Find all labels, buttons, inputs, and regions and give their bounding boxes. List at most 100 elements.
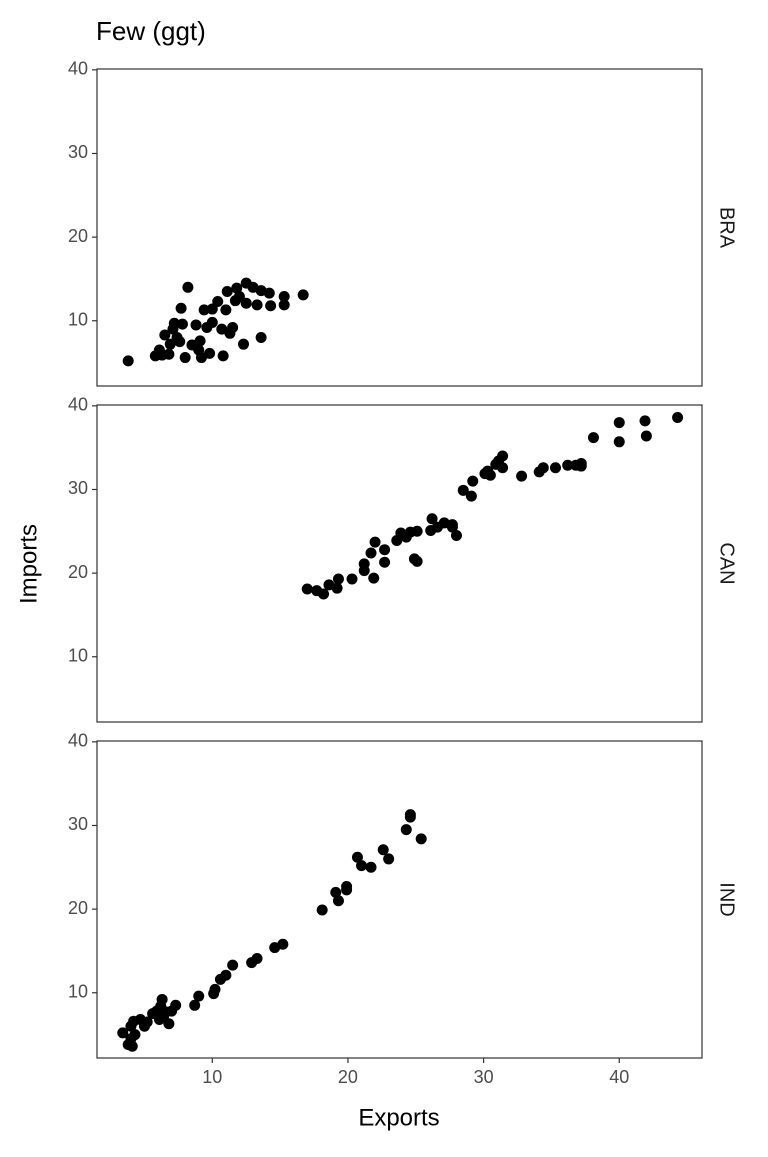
point [217, 350, 229, 362]
y-tick-label: 40 [68, 59, 88, 79]
y-tick-label: 20 [68, 226, 88, 246]
point [209, 983, 221, 995]
strip-label: CAN [716, 542, 738, 584]
point [562, 459, 574, 471]
point [318, 588, 330, 600]
point [497, 462, 509, 474]
point [672, 412, 684, 424]
point [465, 490, 477, 502]
point [330, 886, 342, 898]
point [368, 572, 380, 584]
point [176, 318, 188, 330]
point [163, 348, 175, 360]
point [332, 895, 344, 907]
point [233, 291, 245, 303]
y-tick-label: 30 [68, 142, 88, 162]
point [537, 462, 549, 474]
point [497, 450, 509, 462]
strip-label: BRA [716, 207, 738, 249]
point [193, 990, 205, 1002]
point [182, 281, 194, 293]
point [301, 583, 313, 595]
point [251, 299, 263, 311]
strip-label: IND [716, 882, 738, 916]
point [141, 1016, 153, 1028]
x-tick-label: 10 [202, 1067, 222, 1087]
point [221, 285, 233, 297]
point [358, 558, 370, 570]
point [484, 469, 496, 481]
point [168, 317, 180, 329]
panel [96, 404, 703, 723]
point [446, 519, 458, 531]
point [332, 573, 344, 585]
point [227, 959, 239, 971]
point [587, 432, 599, 444]
point [379, 544, 391, 556]
point [450, 529, 462, 541]
point [194, 335, 206, 347]
panel [96, 740, 703, 1059]
y-tick-label: 30 [68, 478, 88, 498]
point [278, 291, 290, 303]
point [263, 287, 275, 299]
point [156, 993, 168, 1005]
chart-title: Few (ggt) [96, 16, 206, 46]
x-tick-label: 40 [609, 1067, 629, 1087]
point [356, 860, 368, 872]
point [316, 904, 328, 916]
point [404, 811, 416, 823]
point [255, 331, 267, 343]
point [163, 1018, 175, 1030]
point [220, 304, 232, 316]
point [415, 833, 427, 845]
point [575, 460, 587, 472]
x-axis-label: Exports [358, 1104, 439, 1131]
point [640, 430, 652, 442]
y-tick-label: 10 [68, 310, 88, 330]
point [639, 415, 651, 427]
y-tick-label: 40 [68, 731, 88, 751]
point [164, 338, 176, 350]
point [613, 417, 625, 429]
point [216, 323, 228, 335]
point [383, 853, 395, 865]
point [613, 436, 625, 448]
point [549, 462, 561, 474]
x-tick-label: 30 [474, 1067, 494, 1087]
point [212, 296, 224, 308]
panel [96, 68, 703, 387]
point [117, 1027, 129, 1039]
x-tick-label: 20 [338, 1067, 358, 1087]
point [297, 289, 309, 301]
point [379, 556, 391, 568]
point [346, 573, 358, 585]
point [170, 999, 182, 1011]
point [129, 1029, 141, 1041]
point [331, 582, 343, 594]
point [204, 347, 216, 359]
point [467, 475, 479, 487]
point [174, 336, 186, 348]
y-tick-label: 40 [68, 395, 88, 415]
point [227, 321, 239, 333]
point [377, 844, 389, 856]
point [457, 484, 469, 496]
point [251, 952, 263, 964]
point [265, 300, 277, 312]
point [189, 999, 201, 1011]
point [175, 302, 187, 314]
point [341, 881, 353, 893]
y-axis-label: Imports [15, 524, 42, 604]
point [220, 969, 232, 981]
y-tick-label: 10 [68, 646, 88, 666]
point [238, 338, 250, 350]
point [411, 555, 423, 567]
point [351, 851, 363, 863]
point [400, 824, 412, 836]
point [206, 316, 218, 328]
point [369, 536, 381, 548]
point [516, 470, 528, 482]
point [198, 304, 210, 316]
